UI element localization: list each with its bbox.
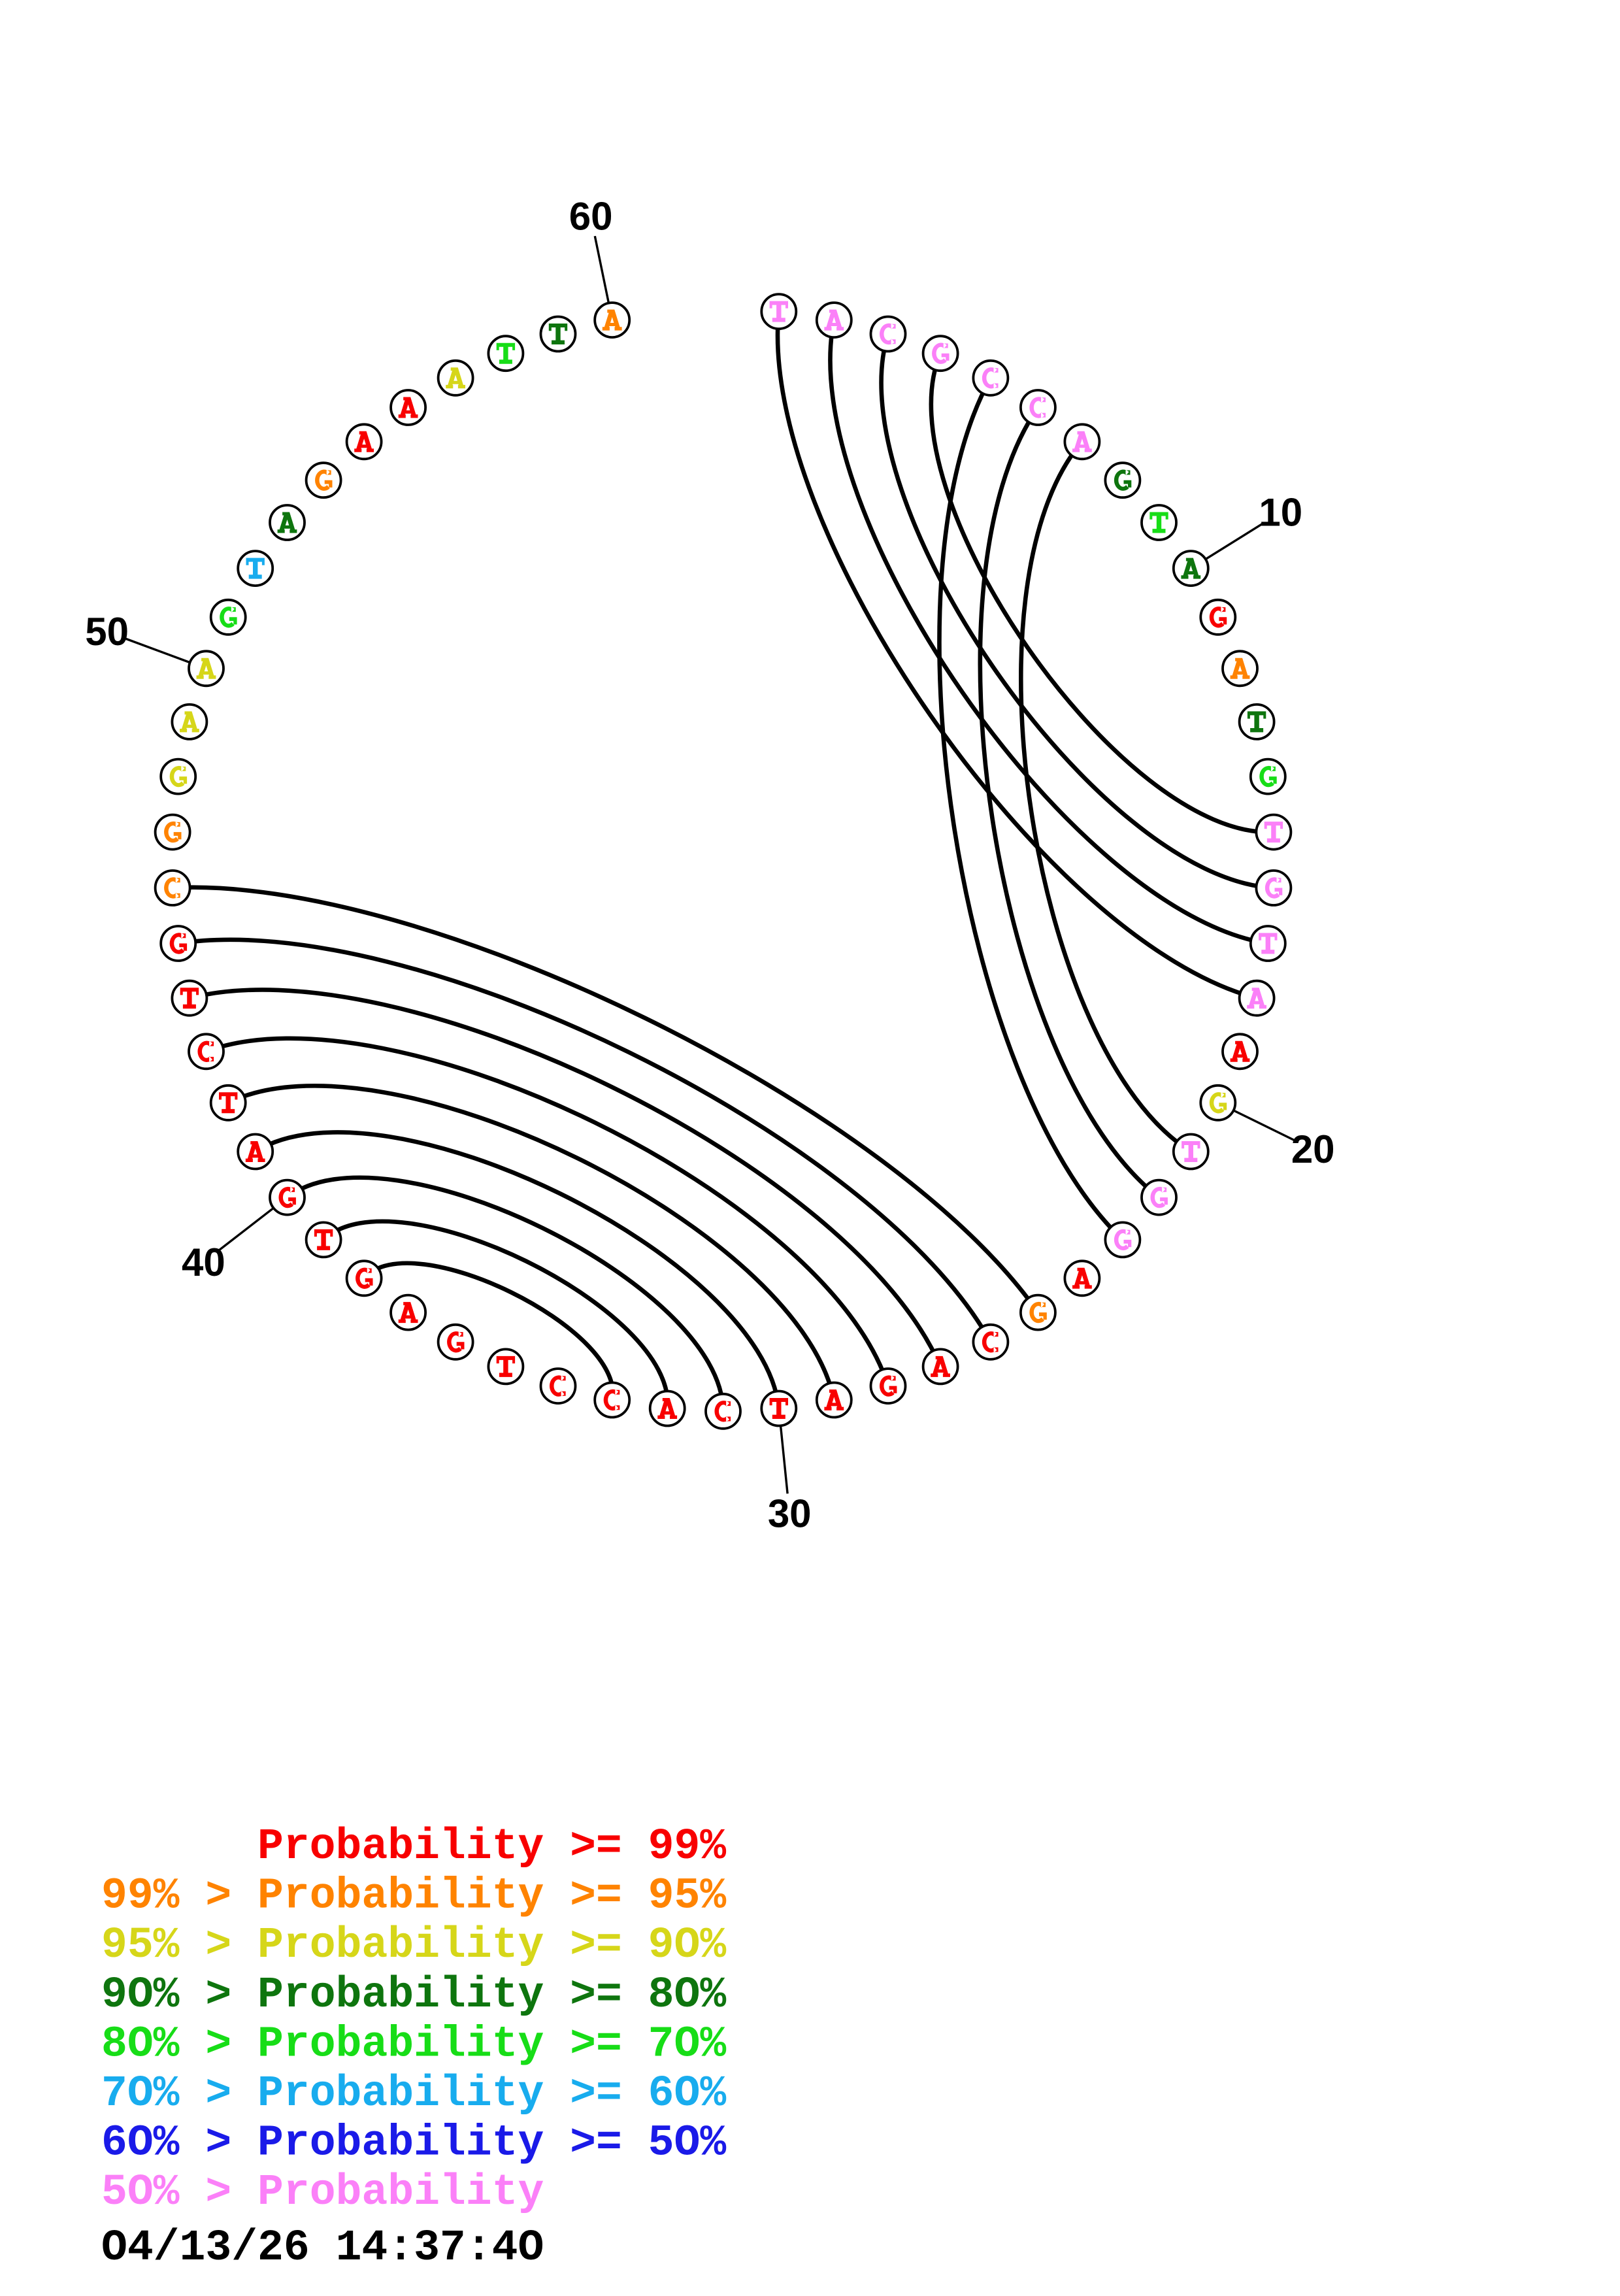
- svg-text:20: 20: [1291, 1127, 1335, 1171]
- svg-text:7O% > Probability >= 6O%: 7O% > Probability >= 6O%: [101, 2069, 726, 2118]
- svg-text:5O% > Probability: 5O% > Probability: [101, 2168, 544, 2217]
- svg-text:60: 60: [569, 194, 613, 238]
- svg-text:8O% > Probability >= 7O%: 8O% > Probability >= 7O%: [101, 2020, 726, 2069]
- svg-text:9O% > Probability >= 8O%: 9O% > Probability >= 8O%: [101, 1971, 726, 2020]
- svg-text:O4/13/26 14:37:4O: O4/13/26 14:37:4O: [101, 2223, 544, 2272]
- svg-text:95% > Probability >= 9O%: 95% > Probability >= 9O%: [101, 1921, 726, 1970]
- svg-text:40: 40: [182, 1240, 225, 1284]
- svg-text:Probability >= 99%: Probability >= 99%: [257, 1822, 726, 1871]
- svg-text:50: 50: [85, 610, 129, 654]
- svg-text:10: 10: [1259, 490, 1302, 534]
- svg-text:6O% > Probability >= 5O%: 6O% > Probability >= 5O%: [101, 2119, 726, 2168]
- svg-text:30: 30: [768, 1492, 812, 1536]
- svg-text:99% > Probability >= 95%: 99% > Probability >= 95%: [101, 1872, 726, 1921]
